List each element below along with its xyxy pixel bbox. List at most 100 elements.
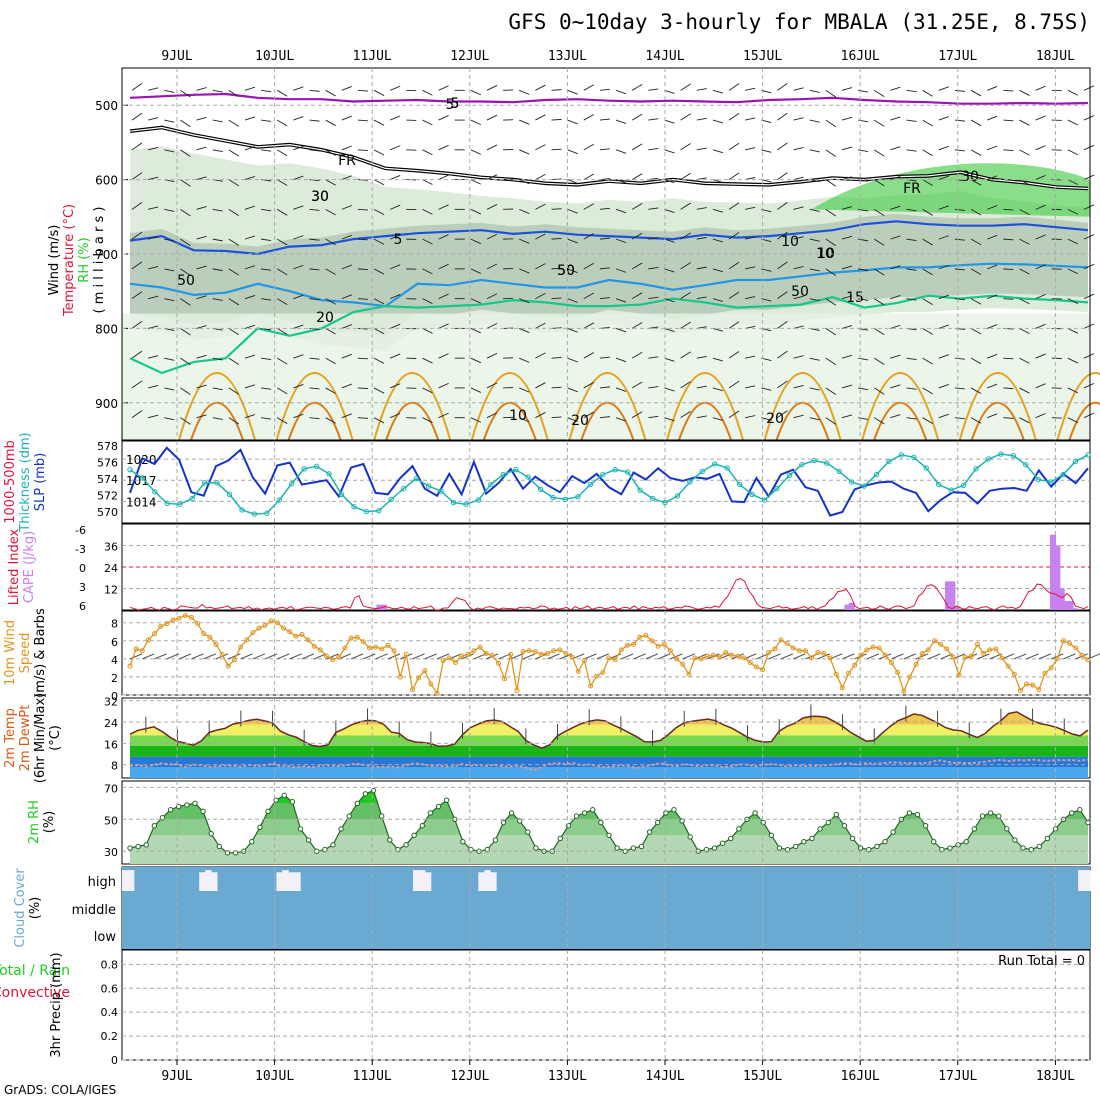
wind-barb xyxy=(567,89,578,95)
thickness-point xyxy=(139,475,146,481)
wind-barb-10m xyxy=(559,653,573,660)
cape-bar xyxy=(848,602,855,610)
wind-barb xyxy=(357,149,368,151)
rh-point xyxy=(963,838,969,845)
contour-label: 15 xyxy=(846,290,864,306)
wind-barb xyxy=(938,354,949,359)
wind-barb xyxy=(680,321,691,329)
wind-barb xyxy=(164,417,175,421)
panel-axis-label: 3hr Precip (mm) xyxy=(49,952,64,1057)
wind-barb xyxy=(922,238,933,246)
wind-barb xyxy=(470,119,482,126)
cape-bar xyxy=(1071,608,1078,610)
rh-point xyxy=(1036,843,1042,850)
top-date-label: 10JUL xyxy=(255,49,294,64)
wind-barb xyxy=(180,89,191,98)
wind-barb xyxy=(631,232,643,240)
rh-point xyxy=(922,822,929,829)
wind-barb xyxy=(825,268,837,276)
bottom-date-label: 18JUL xyxy=(1036,1069,1075,1084)
wind-barb xyxy=(244,324,256,329)
wind-barb xyxy=(373,387,385,394)
wind-speed-point xyxy=(766,650,772,656)
wind-barb-10m xyxy=(596,653,609,660)
wind-barb xyxy=(389,85,401,91)
wind-barb-10m xyxy=(780,653,794,660)
wind-barb xyxy=(631,322,643,329)
wind-barb xyxy=(631,351,643,359)
wind-barb xyxy=(470,238,482,245)
wind-barb xyxy=(793,355,804,359)
wind-speed-point xyxy=(962,654,968,660)
wind-barb xyxy=(438,85,449,91)
wind-barb xyxy=(987,413,998,419)
thickness-tick: 574 xyxy=(97,473,118,486)
cloud-high-bar xyxy=(288,872,295,891)
wind-barb xyxy=(486,323,498,329)
wind-barb xyxy=(1067,119,1079,126)
wind-barb xyxy=(422,208,433,215)
rh-point xyxy=(492,837,499,843)
wind-barb xyxy=(680,172,691,180)
wind-barb xyxy=(841,295,853,300)
wind-speed-point xyxy=(1030,682,1036,688)
wind-barb xyxy=(922,328,933,335)
rh-point xyxy=(192,800,198,807)
wind-barb xyxy=(728,172,740,180)
thickness-point xyxy=(687,479,693,485)
wind-speed-point xyxy=(133,646,139,652)
wind-barb xyxy=(890,235,901,240)
wind-barb xyxy=(228,208,240,217)
panel-axis-label: RH (%) xyxy=(77,237,92,282)
cloud-background xyxy=(122,867,1090,949)
wind-barb xyxy=(470,387,482,393)
wind-barb xyxy=(809,357,820,361)
wind-barb xyxy=(325,179,336,186)
wind-barb xyxy=(906,208,917,212)
wind-barb xyxy=(938,205,949,210)
wind-barb xyxy=(1019,328,1030,335)
thickness-point xyxy=(923,465,929,471)
rh-point xyxy=(987,810,994,816)
wind-barb xyxy=(438,115,449,121)
temperature-contour-20 xyxy=(1056,372,1100,441)
wind-speed-point xyxy=(686,671,692,677)
wind-barb xyxy=(212,387,223,391)
wind-barb xyxy=(309,208,320,211)
rh-point xyxy=(159,815,166,821)
temperature-band xyxy=(130,735,1088,746)
wind-barb xyxy=(938,324,949,329)
wind-barb xyxy=(745,415,756,419)
thickness-point xyxy=(251,511,258,517)
wind-speed-point xyxy=(139,648,145,654)
wind-barb xyxy=(1083,353,1095,359)
top-date-label: 15JUL xyxy=(743,49,782,64)
wind-barb xyxy=(938,235,949,240)
wind-barb xyxy=(615,298,627,303)
wind-speed-point xyxy=(987,647,993,653)
wind-barb xyxy=(535,144,546,151)
wind-barb xyxy=(922,298,933,305)
thickness-point xyxy=(376,508,382,514)
wind-barb xyxy=(825,179,837,187)
wind-barb xyxy=(1003,89,1014,92)
wind-barb xyxy=(890,295,901,300)
wind-barb xyxy=(212,149,223,153)
wind-barb xyxy=(309,298,320,301)
wind-speed-point xyxy=(870,644,876,650)
wind-barb xyxy=(841,265,853,270)
wind-barb xyxy=(728,142,740,151)
thickness-point xyxy=(799,462,805,468)
wind-barb xyxy=(357,357,368,360)
wind-barb xyxy=(535,114,546,121)
wind-barb xyxy=(1019,357,1030,364)
wind-barb xyxy=(1003,298,1014,300)
wind-barb-10m xyxy=(228,653,241,660)
wind-barb xyxy=(809,417,820,421)
wind-barb xyxy=(244,176,256,181)
thickness-point xyxy=(973,466,979,472)
wind-speed-point xyxy=(968,653,974,659)
rh-point xyxy=(671,807,677,813)
wind-barb xyxy=(583,322,595,329)
wind-barb xyxy=(809,238,820,242)
